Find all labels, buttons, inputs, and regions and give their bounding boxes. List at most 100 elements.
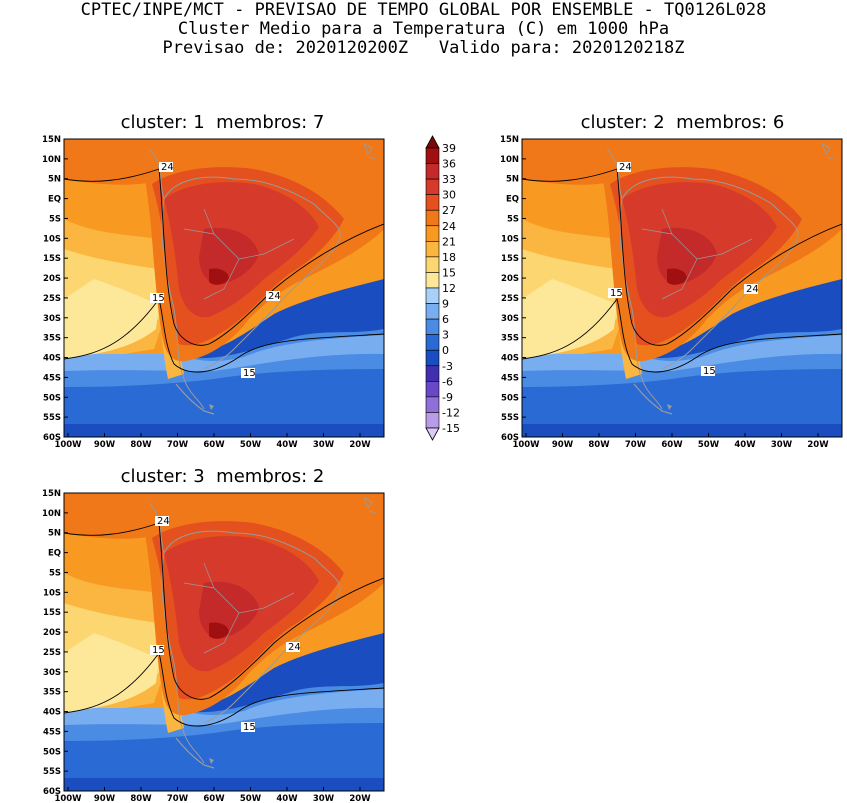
lat-tick-label: EQ <box>48 195 61 205</box>
lat-tick-label: 5S <box>49 214 61 224</box>
lat-tick-label: 20S <box>501 274 519 284</box>
colorbar-label: 6 <box>442 313 449 326</box>
colorbar-swatch <box>425 225 440 242</box>
lat-tick-label: 60S <box>43 787 61 797</box>
colorbar-label: 21 <box>442 235 456 248</box>
colorbar-label: 30 <box>442 189 456 202</box>
colorbar-swatch <box>425 241 440 258</box>
colorbar-swatch <box>425 209 440 227</box>
lon-tick-label: 70W <box>625 440 647 450</box>
colorbar-label: -12 <box>442 406 460 419</box>
colorbar-swatch <box>425 147 440 164</box>
lon-tick-label: 50W <box>698 440 720 450</box>
colorbar-swatch <box>425 412 440 429</box>
panel-1-title: cluster: 1 membros: 7 <box>120 112 325 133</box>
lat-tick-label: EQ <box>48 549 61 559</box>
colorbar-label: 36 <box>442 158 456 171</box>
lon-tick-label: 100W <box>54 794 82 803</box>
colorbar-label: 18 <box>442 251 456 264</box>
panel-1-lon-axis: 100W 90W 80W 70W 60W 50W 40W 30W 20W <box>54 433 371 450</box>
panel-2-lat-axis: 15N 10N 5N EQ 5S 10S 15S 20S 25S 30S 35S 40S 45S 50S 5… <box>500 135 526 443</box>
lon-tick-label: 40W <box>276 794 298 803</box>
lon-tick-label: 100W <box>512 440 540 450</box>
colorbar-label: -3 <box>442 360 453 373</box>
map-panel-3: 24 24 15 15 15N 10N 5N EQ 5S 10S 15S 20S 25S 30S 3… <box>42 489 385 803</box>
lat-tick-label: 15N <box>500 135 519 145</box>
colorbar-swatch <box>425 396 440 413</box>
lat-tick-label: 15S <box>43 608 61 618</box>
lon-tick-label: 90W <box>552 440 574 450</box>
lon-tick-label: 40W <box>734 440 756 450</box>
contour-label: 15 <box>243 368 256 379</box>
lat-tick-label: 55S <box>43 767 61 777</box>
contour-label: 24 <box>746 284 759 295</box>
colorbar-label: 3 <box>442 329 449 342</box>
lat-tick-label: 15N <box>42 489 61 499</box>
lon-tick-label: 80W <box>130 794 152 803</box>
colorbar-swatch <box>425 287 440 304</box>
lon-tick-label: 50W <box>240 440 262 450</box>
lon-tick-label: 50W <box>240 794 262 803</box>
lon-tick-label: 80W <box>130 440 152 450</box>
colorbar-label: -6 <box>442 375 453 388</box>
lon-tick-label: 60W <box>203 794 225 803</box>
lon-tick-label: 30W <box>313 794 335 803</box>
lon-tick-label: 70W <box>167 794 189 803</box>
contour-label: 15 <box>703 366 716 377</box>
lon-tick-label: 40W <box>276 440 298 450</box>
lat-tick-label: 5N <box>48 529 61 539</box>
colorbar-swatch <box>425 256 440 273</box>
lat-tick-label: 60S <box>43 433 61 443</box>
lat-tick-label: 10N <box>500 155 519 165</box>
lat-tick-label: 10S <box>43 588 61 598</box>
colorbar-label: 39 <box>442 142 456 155</box>
lat-tick-label: 15S <box>43 254 61 264</box>
colorbar-label: 24 <box>442 220 456 233</box>
colorbar-swatch <box>425 303 440 320</box>
colorbar-swatch <box>425 334 440 351</box>
lat-tick-label: 10N <box>42 155 61 165</box>
colorbar-swatch <box>425 349 440 367</box>
lat-tick-label: 10S <box>501 234 519 244</box>
lat-tick-label: 15S <box>501 254 519 264</box>
lat-tick-label: 35S <box>43 334 61 344</box>
lat-tick-label: 30S <box>43 314 61 324</box>
lon-tick-label: 90W <box>94 440 116 450</box>
lon-tick-label: 60W <box>203 440 225 450</box>
colorbar-label: 27 <box>442 204 456 217</box>
contour-label: 15 <box>610 288 623 299</box>
colorbar-label: 9 <box>442 298 449 311</box>
contour-label: 24 <box>157 516 170 527</box>
lat-tick-label: 55S <box>43 413 61 423</box>
lat-tick-label: 60S <box>501 433 519 443</box>
lat-tick-label: 30S <box>43 668 61 678</box>
lat-tick-label: 35S <box>43 688 61 698</box>
contour-label: 24 <box>288 642 301 653</box>
lat-tick-label: 20S <box>43 628 61 638</box>
panel-3-lat-axis: 15N 10N 5N EQ 5S 10S 15S 20S 25S 30S 35S 40S 45S 50S 5… <box>42 489 68 797</box>
lat-tick-label: 5N <box>506 175 519 185</box>
lat-tick-label: 40S <box>43 354 61 364</box>
figure-title-line-3: Previsao de: 2020120200Z Valido para: 20… <box>162 38 685 58</box>
colorbar-swatch <box>425 365 440 382</box>
lat-tick-label: 50S <box>43 393 61 403</box>
colorbar-swatch <box>425 178 440 195</box>
lat-tick-label: 10N <box>42 509 61 519</box>
lat-tick-label: 5S <box>507 214 519 224</box>
colorbar-label: 12 <box>442 282 456 295</box>
contour-label: 24 <box>268 291 281 302</box>
lat-tick-label: 50S <box>43 747 61 757</box>
contour-label: 24 <box>161 162 174 173</box>
panel-1-contour-labels: 24 24 15 15 <box>150 162 281 379</box>
colorbar-label: -15 <box>442 422 460 435</box>
colorbar-label: 0 <box>442 344 449 357</box>
colorbar-top-arrow <box>425 135 440 149</box>
lat-tick-label: 10S <box>43 234 61 244</box>
lon-tick-label: 100W <box>54 440 82 450</box>
contour-label: 15 <box>243 722 256 733</box>
panel-2-lon-axis: 100W 90W 80W 70W 60W 50W 40W 30W 20W <box>512 433 829 450</box>
lat-tick-label: EQ <box>506 195 519 205</box>
contour-label: 24 <box>619 162 632 173</box>
figure-title-line-1: CPTEC/INPE/MCT - PREVISAO DE TEMPO GLOBA… <box>80 0 767 20</box>
